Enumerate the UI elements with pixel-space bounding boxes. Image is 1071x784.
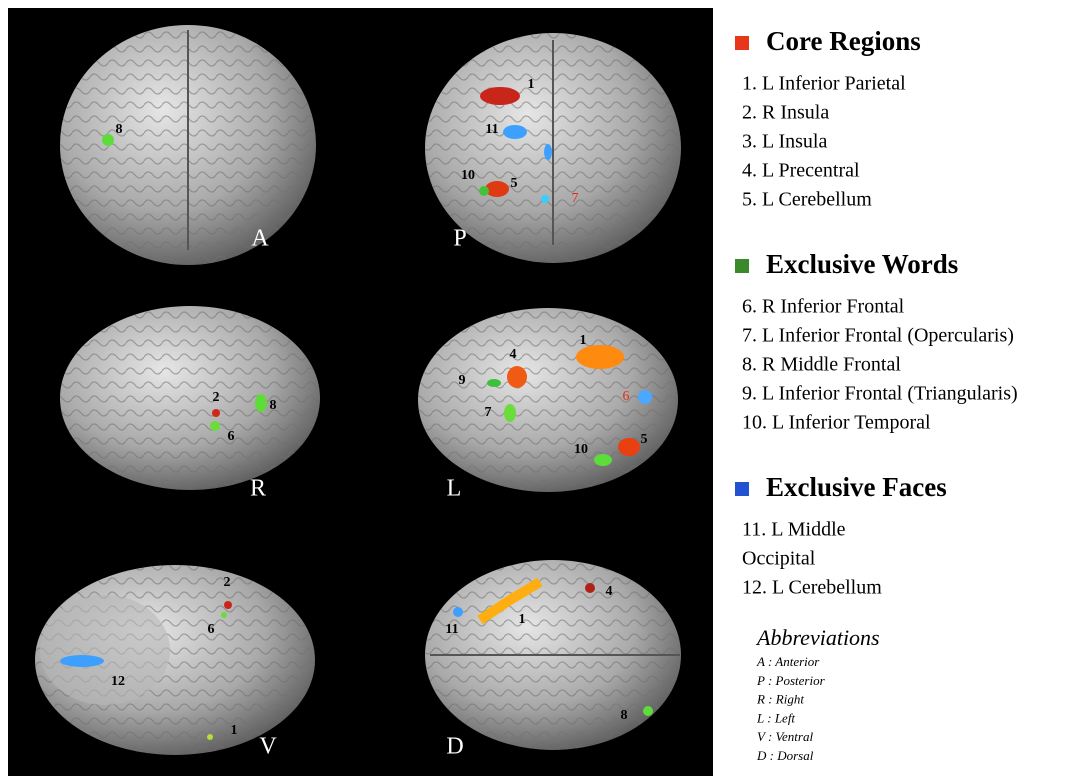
region-label: 8 xyxy=(621,708,628,723)
region-item: 4. L Precentral xyxy=(742,160,860,182)
region-label: 12 xyxy=(111,674,125,689)
abbreviation: R : Right xyxy=(756,692,804,707)
legend-swatch xyxy=(735,482,749,496)
region-label: 10 xyxy=(461,168,475,183)
group-title: Core Regions xyxy=(766,26,921,56)
region-label: 9 xyxy=(459,373,466,388)
view-letter: A xyxy=(251,226,269,252)
region-label: 8 xyxy=(116,122,123,137)
figure: A8P1111057R268L14976105V26121D11148 Core… xyxy=(0,0,1071,784)
region-item: 7. L Inferior Frontal (Opercularis) xyxy=(742,325,1014,347)
region-label: 11 xyxy=(445,622,458,637)
region-label: 11 xyxy=(485,122,498,137)
region-label: 5 xyxy=(641,432,648,447)
legend-swatch xyxy=(735,259,749,273)
view-letter: L xyxy=(447,476,462,502)
region-label: 2 xyxy=(213,390,220,405)
region-label: 1 xyxy=(528,77,535,92)
region-item: 11. L Middle xyxy=(742,519,846,541)
region-item: 5. L Cerebellum xyxy=(742,189,872,211)
region-item: 1. L Inferior Parietal xyxy=(742,73,906,95)
region-label: 6 xyxy=(228,429,235,444)
region-item: 10. L Inferior Temporal xyxy=(742,412,931,434)
region-label: 5 xyxy=(511,176,518,191)
region-label: 4 xyxy=(606,584,613,599)
region-item: Occipital xyxy=(742,548,816,570)
region-label: 7 xyxy=(485,405,492,420)
abbreviation: L : Left xyxy=(756,710,795,725)
legend-swatch xyxy=(735,36,749,50)
abbreviations-title: Abbreviations xyxy=(755,625,880,650)
region-item: 9. L Inferior Frontal (Triangularis) xyxy=(742,383,1018,405)
region-label: 8 xyxy=(270,398,277,413)
abbreviation: P : Posterior xyxy=(756,673,826,688)
region-label: 1 xyxy=(519,612,526,627)
abbreviation: V : Ventral xyxy=(757,729,813,744)
region-label: 1 xyxy=(231,723,238,738)
view-letter: V xyxy=(259,734,277,760)
region-label: 7 xyxy=(572,191,579,206)
region-item: 2. R Insula xyxy=(742,102,829,124)
abbreviation: A : Anterior xyxy=(756,654,820,669)
region-label: 10 xyxy=(574,442,588,457)
cerebellum xyxy=(40,595,170,705)
view-letter: R xyxy=(250,476,266,502)
group-title: Exclusive Faces xyxy=(766,472,947,502)
page: {"panels": [ {"view": "A", "labels": ["8… xyxy=(0,0,1071,784)
region-item: 12. L Cerebellum xyxy=(742,577,882,599)
region-item: 8. R Middle Frontal xyxy=(742,354,901,376)
region-label: 6 xyxy=(208,622,215,637)
view-letter: P xyxy=(453,226,466,252)
legend: Core Regions 1. L Inferior Parietal 2. R I… xyxy=(735,26,1018,763)
group-title: Exclusive Words xyxy=(766,249,958,279)
region-item: 6. R Inferior Frontal xyxy=(742,296,905,318)
region-item: 3. L Insula xyxy=(742,131,827,153)
region-label: 6 xyxy=(623,389,630,404)
region-label: 2 xyxy=(224,575,231,590)
region-label: 4 xyxy=(510,347,517,362)
abbreviation: D : Dorsal xyxy=(756,748,814,763)
view-letter: D xyxy=(446,734,463,760)
brain-texture xyxy=(60,306,320,490)
region-label: 1 xyxy=(580,333,587,348)
